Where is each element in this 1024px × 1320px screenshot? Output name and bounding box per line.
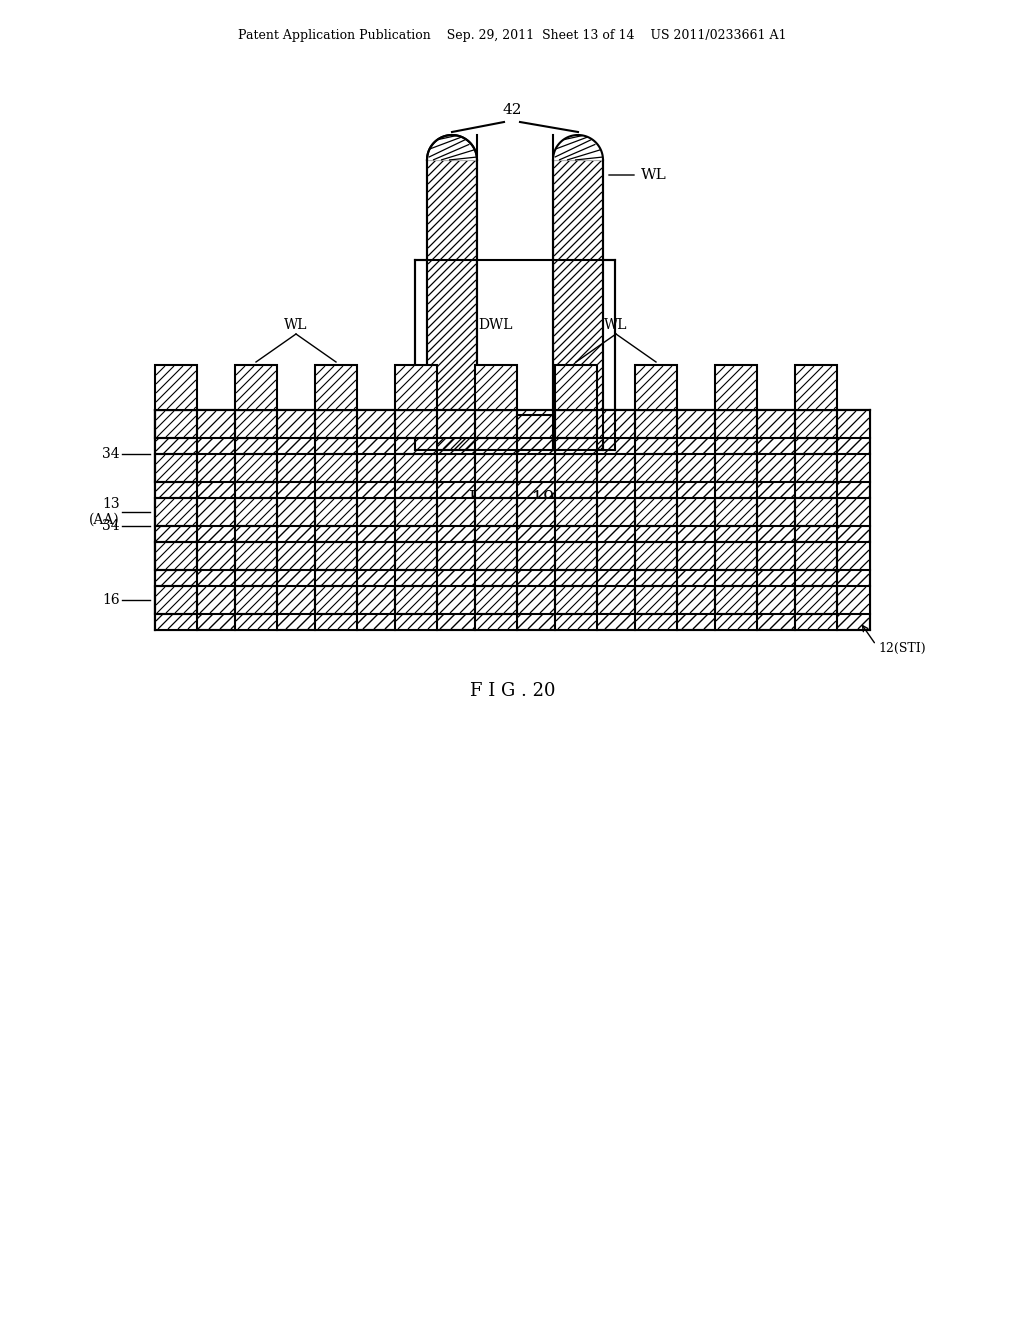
Bar xyxy=(234,454,278,482)
Bar xyxy=(155,586,870,614)
Bar xyxy=(155,411,197,630)
Bar xyxy=(715,454,757,482)
Text: 34: 34 xyxy=(102,519,120,533)
Bar xyxy=(315,454,357,482)
Bar xyxy=(155,586,197,614)
Bar xyxy=(795,498,837,525)
Bar xyxy=(155,498,197,525)
Bar xyxy=(555,366,597,411)
Bar xyxy=(635,543,677,570)
Bar xyxy=(795,411,837,438)
Bar xyxy=(427,160,477,450)
Bar xyxy=(155,366,197,411)
Bar xyxy=(555,454,597,482)
Bar xyxy=(395,454,437,482)
Bar xyxy=(155,543,870,570)
Bar xyxy=(475,586,517,614)
Bar xyxy=(155,411,870,438)
Text: WL: WL xyxy=(285,318,308,333)
Bar xyxy=(555,411,597,630)
Text: 34: 34 xyxy=(102,447,120,461)
Bar xyxy=(395,586,437,614)
Bar xyxy=(635,586,677,614)
Bar xyxy=(477,129,553,414)
Bar xyxy=(795,586,837,614)
Bar xyxy=(234,498,278,525)
Bar xyxy=(234,543,278,570)
Text: (AA): (AA) xyxy=(89,513,120,527)
Bar xyxy=(395,543,437,570)
Bar xyxy=(555,498,597,525)
Bar xyxy=(155,454,870,482)
Bar xyxy=(555,543,597,570)
Text: 12(STI): 12(STI) xyxy=(878,642,926,655)
Text: 42: 42 xyxy=(502,103,522,117)
Bar xyxy=(234,366,278,411)
Bar xyxy=(553,160,603,450)
Bar xyxy=(635,366,677,411)
Bar xyxy=(315,543,357,570)
Bar xyxy=(555,411,597,438)
Bar xyxy=(715,543,757,570)
Bar xyxy=(635,454,677,482)
Bar xyxy=(715,411,757,438)
Text: DWL: DWL xyxy=(479,318,513,333)
Text: WL: WL xyxy=(641,168,667,182)
Bar xyxy=(715,411,757,630)
Text: Patent Application Publication    Sep. 29, 2011  Sheet 13 of 14    US 2011/02336: Patent Application Publication Sep. 29, … xyxy=(238,29,786,41)
Bar xyxy=(155,454,197,482)
Bar xyxy=(795,366,837,411)
Bar xyxy=(395,411,437,630)
Text: 16: 16 xyxy=(102,593,120,607)
Bar xyxy=(475,411,517,438)
Text: WL: WL xyxy=(604,318,628,333)
Bar xyxy=(635,498,677,525)
Bar xyxy=(155,411,870,630)
Text: 13: 13 xyxy=(102,498,120,511)
Bar xyxy=(234,411,278,438)
Bar xyxy=(475,366,517,411)
Polygon shape xyxy=(553,135,603,160)
Bar xyxy=(155,543,197,570)
Polygon shape xyxy=(427,135,477,160)
Bar xyxy=(234,586,278,614)
Bar xyxy=(395,411,437,438)
Bar xyxy=(315,586,357,614)
Bar xyxy=(315,366,357,411)
Bar xyxy=(415,260,615,450)
Bar xyxy=(315,498,357,525)
Bar xyxy=(315,411,357,630)
Bar xyxy=(475,498,517,525)
Bar xyxy=(475,543,517,570)
Bar xyxy=(475,411,517,630)
Bar xyxy=(795,543,837,570)
Bar xyxy=(555,586,597,614)
Bar xyxy=(155,411,197,438)
Bar xyxy=(795,411,837,630)
Bar xyxy=(635,411,677,630)
Bar xyxy=(155,498,870,525)
Bar xyxy=(715,586,757,614)
Bar xyxy=(315,411,357,438)
Bar xyxy=(395,366,437,411)
Bar xyxy=(234,411,278,630)
Bar xyxy=(635,411,677,438)
Bar xyxy=(715,498,757,525)
Bar xyxy=(795,454,837,482)
Text: F I G . 20: F I G . 20 xyxy=(470,682,555,700)
Bar xyxy=(715,366,757,411)
Text: F I G . 19: F I G . 19 xyxy=(469,490,555,508)
Bar xyxy=(395,498,437,525)
Bar xyxy=(475,454,517,482)
